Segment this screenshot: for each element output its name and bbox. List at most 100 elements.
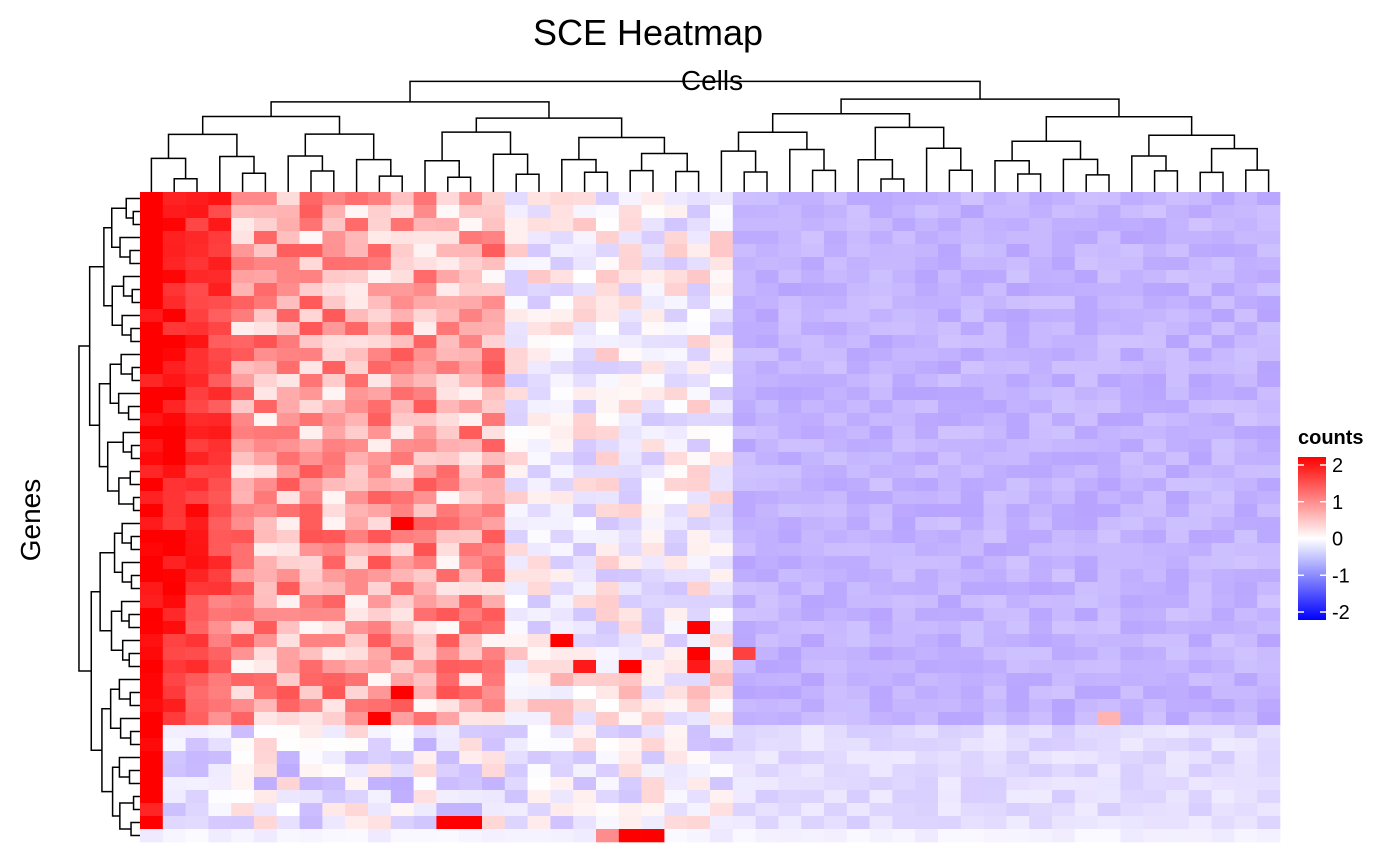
heatmap-cell: [1052, 374, 1076, 388]
heatmap-cell: [915, 465, 939, 479]
heatmap-cell: [254, 621, 278, 635]
heatmap-cell: [436, 556, 460, 570]
heatmap-cell: [162, 738, 186, 752]
heatmap-cell: [185, 582, 209, 596]
heatmap-cell: [755, 738, 779, 752]
row-dendrogram-branch: [122, 431, 140, 453]
heatmap-cell: [1188, 712, 1212, 726]
heatmap-cell: [869, 712, 893, 726]
heatmap-cell: [938, 673, 962, 687]
heatmap-cell: [1074, 829, 1098, 843]
heatmap-cell: [983, 244, 1007, 258]
heatmap-cell: [596, 543, 620, 557]
heatmap-cell: [504, 426, 528, 440]
heatmap-cell: [573, 673, 597, 687]
heatmap-cell: [504, 257, 528, 271]
heatmap-cell: [983, 530, 1007, 544]
heatmap-cell: [436, 387, 460, 401]
heatmap-cell: [254, 192, 278, 206]
heatmap-cell: [527, 400, 551, 414]
heatmap-cell: [368, 764, 392, 778]
heatmap-cell: [1097, 634, 1121, 648]
heatmap-cell: [1052, 335, 1076, 349]
column-dendrogram-branch: [857, 158, 894, 192]
heatmap-cell: [459, 335, 483, 349]
heatmap-cell: [915, 205, 939, 219]
heatmap-cell: [596, 192, 620, 206]
heatmap-cell: [390, 335, 414, 349]
heatmap-cell: [596, 634, 620, 648]
heatmap-cell: [436, 790, 460, 804]
heatmap-cell: [687, 595, 711, 609]
heatmap-cell: [390, 309, 414, 323]
heatmap-cell: [459, 192, 483, 206]
heatmap-cell: [185, 348, 209, 362]
heatmap-cell: [1120, 738, 1144, 752]
heatmap-cell: [915, 569, 939, 583]
heatmap-cell: [185, 517, 209, 531]
heatmap-cell: [938, 777, 962, 791]
heatmap-cell: [299, 751, 323, 765]
heatmap-cell: [436, 777, 460, 791]
heatmap-cell: [482, 491, 506, 505]
heatmap-cell: [1211, 790, 1235, 804]
heatmap-cell: [185, 491, 209, 505]
heatmap-cell: [345, 244, 369, 258]
heatmap-cell: [915, 751, 939, 765]
heatmap-cell: [1143, 673, 1167, 687]
heatmap-cell: [1120, 829, 1144, 843]
heatmap-cell: [185, 270, 209, 284]
heatmap-cell: [1052, 556, 1076, 570]
heatmap-cell: [1120, 816, 1144, 830]
heatmap-cell: [1120, 439, 1144, 453]
heatmap-cell: [322, 595, 346, 609]
heatmap-cell: [162, 192, 186, 206]
heatmap-cell: [1257, 530, 1281, 544]
heatmap-cell: [824, 374, 848, 388]
heatmap-cell: [573, 361, 597, 375]
heatmap-cell: [1166, 660, 1190, 674]
heatmap-cell: [618, 790, 642, 804]
heatmap-cell: [1234, 634, 1258, 648]
heatmap-cell: [846, 751, 870, 765]
heatmap-cell: [231, 816, 255, 830]
heatmap-cell: [322, 647, 346, 661]
heatmap-cell: [527, 803, 551, 817]
heatmap-cell: [1143, 829, 1167, 843]
heatmap-cell: [618, 608, 642, 622]
row-dendrogram-branch: [128, 769, 140, 785]
heatmap-cell: [254, 829, 278, 843]
heatmap-cell: [140, 569, 164, 583]
heatmap-cell: [1006, 348, 1030, 362]
heatmap-cell: [231, 244, 255, 258]
row-dendrogram-branch: [98, 383, 111, 468]
heatmap-cell: [390, 829, 414, 843]
heatmap-cell: [1120, 374, 1144, 388]
heatmap-cell: [254, 582, 278, 596]
heatmap-cell: [140, 218, 164, 232]
heatmap-cell: [618, 465, 642, 479]
heatmap-cell: [618, 725, 642, 739]
heatmap-cell: [618, 439, 642, 453]
heatmap-cell: [915, 699, 939, 713]
heatmap-cell: [846, 283, 870, 297]
heatmap-cell: [459, 309, 483, 323]
heatmap-cell: [1143, 348, 1167, 362]
heatmap-cell: [778, 270, 802, 284]
heatmap-cell: [664, 608, 688, 622]
heatmap-cell: [254, 452, 278, 466]
column-dendrogram-branch: [270, 101, 550, 119]
heatmap-cell: [1188, 231, 1212, 245]
heatmap-cell: [983, 283, 1007, 297]
heatmap-cell: [231, 790, 255, 804]
heatmap-cell: [573, 543, 597, 557]
heatmap-cell: [755, 634, 779, 648]
heatmap-cell: [892, 543, 916, 557]
heatmap-cell: [504, 283, 528, 297]
heatmap-cell: [322, 673, 346, 687]
heatmap-cell: [755, 413, 779, 427]
heatmap-cell: [299, 556, 323, 570]
heatmap-cell: [983, 478, 1007, 492]
heatmap-cell: [755, 361, 779, 375]
heatmap-cell: [1074, 257, 1098, 271]
